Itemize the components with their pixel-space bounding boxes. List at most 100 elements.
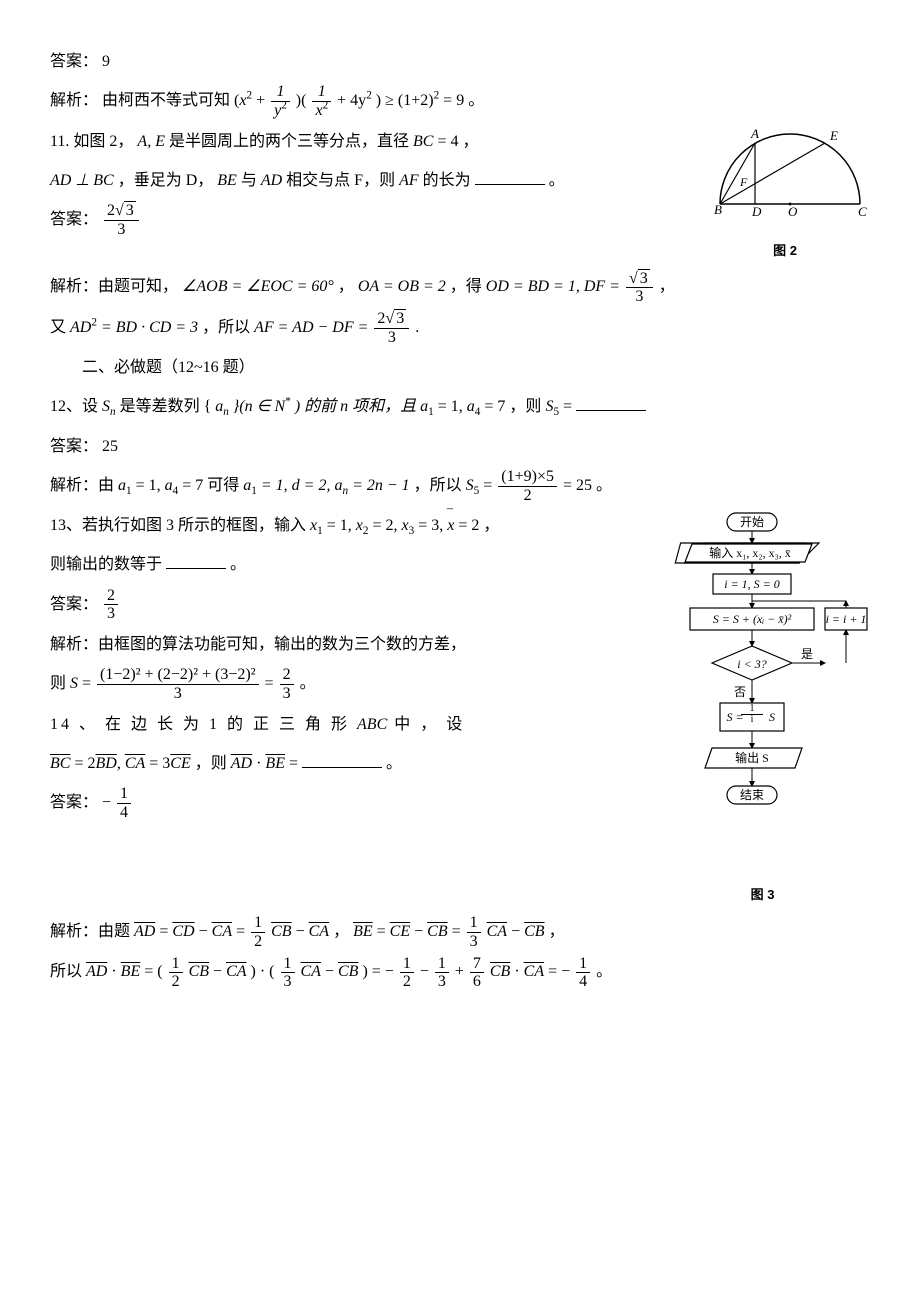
p: 。 — [386, 755, 402, 772]
so: 所以 — [50, 963, 86, 980]
ca: CA — [125, 755, 145, 772]
q11-explain-2: 又 AD2 = BD · CD = 3 ，所以 AF = AD − DF = 2… — [50, 310, 870, 346]
a1: a — [420, 398, 428, 415]
answer-9: 答案： 9 — [50, 44, 870, 79]
e: = — [155, 923, 172, 940]
BE: BE — [217, 172, 237, 189]
v1: = 1, — [323, 517, 356, 534]
ca7: CA — [524, 963, 544, 980]
t2: }(n ∈ N — [233, 398, 285, 415]
frac2: 23 — [280, 666, 294, 702]
text: 由柯西不等式可知 — [102, 92, 230, 109]
m5: − — [209, 963, 226, 980]
t1: 是半圆周上的两个三等分点，直径 — [169, 133, 413, 150]
t2: 13 — [281, 955, 295, 991]
p: 。 — [230, 556, 246, 573]
c2: ，得 — [450, 278, 486, 295]
m: − — [195, 923, 212, 940]
comma: ， — [462, 133, 478, 150]
eq: = BD · CD = 3 — [101, 319, 198, 336]
r2: 13 — [435, 955, 449, 991]
od: OD = BD = 1, DF = — [486, 278, 624, 295]
s5: 5 — [553, 407, 559, 419]
t2: ，垂足为 D， — [118, 172, 214, 189]
svg-text:i = i + 1: i = i + 1 — [826, 612, 867, 626]
be: BE — [121, 963, 141, 980]
c3: ， — [549, 923, 565, 940]
q12-answer: 答案： 25 — [50, 429, 870, 464]
abc: ABC — [357, 716, 387, 733]
mid: 可得 — [207, 477, 243, 494]
v4: = 7 — [178, 477, 203, 494]
star: * — [285, 396, 291, 408]
section-2-heading: 二、必做题（12~16 题） — [50, 350, 870, 385]
c: ， — [483, 517, 499, 534]
AF: AF — [399, 172, 419, 189]
dot: · — [252, 755, 265, 772]
value: 25 — [102, 438, 118, 455]
q14-explain-1: 解析：由题 AD = CD − CA = 12 CB − CA ， BE = C… — [50, 914, 870, 950]
t4: ，则 — [509, 398, 545, 415]
label: 解析：由题可知， — [50, 278, 178, 295]
q12-line: 12、设 Sn 是等差数列 { an }(n ∈ N* ) 的前 n 项和，且 … — [50, 389, 870, 424]
ad: AD — [70, 319, 91, 336]
pre: 则 — [50, 675, 70, 692]
eq: = 4 — [437, 133, 458, 150]
svg-text:E: E — [829, 128, 838, 143]
v3: = 3, — [414, 517, 447, 534]
label: 答案： — [50, 596, 98, 613]
n: n — [110, 407, 116, 419]
c1: , — [117, 755, 125, 772]
label: 答案： — [50, 438, 98, 455]
xbar: ‾x — [447, 508, 454, 543]
ca: CA — [212, 923, 232, 940]
s1: 1 — [428, 407, 434, 419]
a4: a — [165, 477, 173, 494]
e1: = 1, — [438, 398, 467, 415]
Seq: = — [479, 477, 496, 494]
e1: = 2 — [70, 755, 95, 772]
perp: AD ⊥ BC — [50, 172, 114, 189]
figure-2-caption: 图 2 — [700, 237, 870, 266]
ce: CE — [390, 923, 410, 940]
ce: CE — [170, 755, 190, 772]
blank — [576, 410, 646, 411]
frac: 14 — [117, 785, 131, 821]
c: ， — [338, 278, 354, 295]
d3: · — [510, 963, 523, 980]
eq: = — [563, 398, 576, 415]
t1: 14 、 在 边 长 为 1 的 正 三 角 形 — [50, 716, 357, 733]
c1: ) · ( — [251, 963, 275, 980]
c2: ， — [333, 923, 349, 940]
cd: CD — [172, 923, 194, 940]
e3: = — [373, 923, 390, 940]
cb5: CB — [338, 963, 358, 980]
svg-text:是: 是 — [801, 647, 813, 661]
pre: 13、若执行如图 3 所示的框图，输入 — [50, 517, 310, 534]
t1: 是等差数列 { — [120, 398, 212, 415]
figure-3: 开始 输入 x₁, x₂, x₃, x̄ i = 1, S = 0 S = S … — [655, 508, 870, 910]
label: 答案： — [50, 794, 98, 811]
r4: 14 — [576, 955, 590, 991]
pre: 12、设 — [50, 398, 102, 415]
lhs: (x2 + 1y2 )( 1x2 + 4y2 ) ≥ (1+2)2 = 9 — [234, 92, 468, 109]
svg-text:输出 S: 输出 S — [735, 750, 769, 765]
svg-text:O: O — [788, 204, 798, 219]
be: BE — [353, 923, 373, 940]
semicircle-diagram: A E B D O C F — [700, 124, 870, 224]
v2: = 2, — [368, 517, 401, 534]
r1: 12 — [400, 955, 414, 991]
af: AF = AD − DF = — [254, 319, 372, 336]
label: 解析：由 — [50, 477, 118, 494]
frac1: (1−2)² + (2−2)² + (3−2)²3 — [97, 666, 258, 702]
sq: 2 — [91, 316, 97, 328]
sign: − — [102, 794, 111, 811]
m2: − — [292, 923, 309, 940]
frac: (1+9)×52 — [498, 468, 557, 504]
ad: AD — [134, 923, 155, 940]
t1: 13 — [467, 914, 481, 950]
n2: n — [223, 407, 229, 419]
period: 。 — [468, 92, 484, 109]
dot: . — [415, 319, 419, 336]
ca5: CA — [226, 963, 246, 980]
